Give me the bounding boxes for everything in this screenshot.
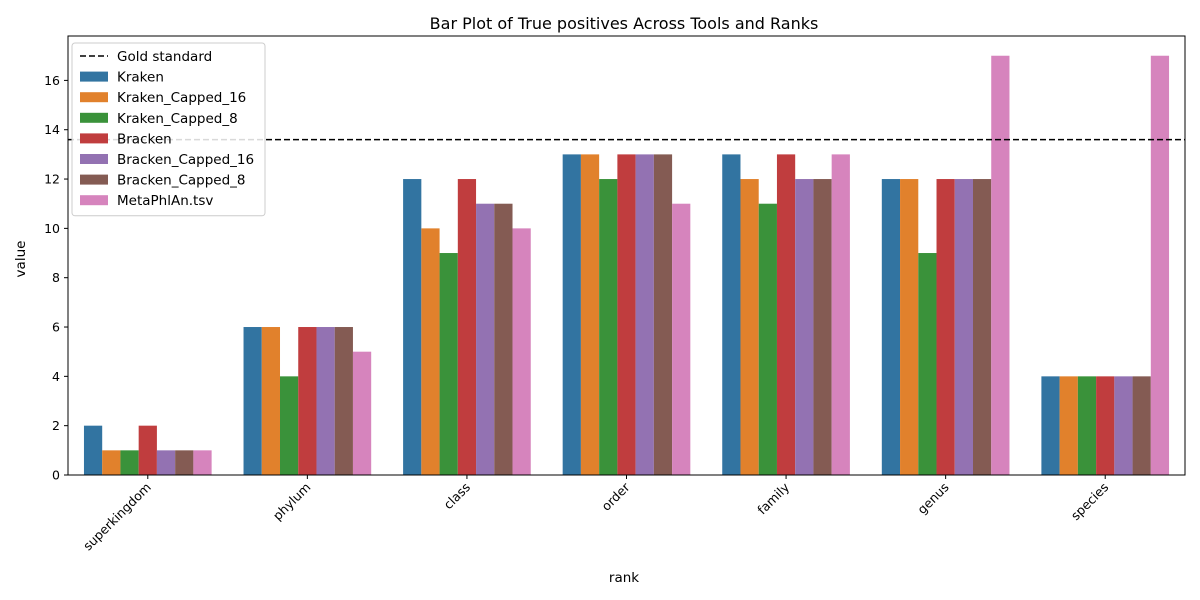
legend-label: Kraken_Capped_8 xyxy=(117,111,238,127)
bar xyxy=(1041,376,1060,475)
bar xyxy=(831,154,850,475)
bar xyxy=(1059,376,1078,475)
bar xyxy=(672,203,691,475)
bar xyxy=(617,154,636,475)
x-tick-label: order xyxy=(598,479,633,514)
legend-swatch xyxy=(80,154,108,164)
bar xyxy=(740,179,759,476)
legend-label: Kraken_Capped_16 xyxy=(117,90,246,106)
x-tick-label: class xyxy=(441,480,474,513)
bar xyxy=(653,154,673,475)
bar xyxy=(881,179,901,476)
bar xyxy=(954,179,973,476)
legend-label: Bracken_Capped_8 xyxy=(117,173,246,189)
legend-label: MetaPhlAn.tsv xyxy=(117,193,213,209)
chart-title: Bar Plot of True positives Across Tools … xyxy=(430,14,819,33)
y-tick-label: 8 xyxy=(52,270,60,285)
bar xyxy=(298,327,317,475)
bar xyxy=(776,154,796,475)
x-ticks-group: superkingdom phylum class order family genus s… xyxy=(80,475,1111,553)
bar xyxy=(138,425,157,475)
bar xyxy=(918,253,937,475)
bar xyxy=(102,450,121,475)
bar xyxy=(193,450,212,475)
legend-swatch xyxy=(80,133,108,144)
x-tick-label: genus xyxy=(914,480,951,517)
bar xyxy=(352,351,372,475)
y-tick-label: 0 xyxy=(52,468,60,483)
bar xyxy=(476,203,495,475)
bar xyxy=(316,327,335,475)
legend: Gold standard Kraken Kraken_Capped_16 Krake… xyxy=(71,42,266,217)
y-axis-label: value xyxy=(13,241,29,278)
bar xyxy=(1114,376,1133,475)
bar xyxy=(512,228,531,475)
bar xyxy=(421,228,440,475)
bar xyxy=(936,179,955,476)
bar xyxy=(1077,376,1097,475)
legend-box xyxy=(71,42,266,217)
bar xyxy=(457,179,477,476)
bar xyxy=(83,425,103,475)
y-tick-label: 16 xyxy=(44,73,60,88)
bar xyxy=(562,154,581,475)
bar xyxy=(599,179,618,476)
bar xyxy=(991,55,1010,475)
bar xyxy=(175,450,194,475)
y-tick-label: 4 xyxy=(52,369,60,384)
bars-group xyxy=(83,55,1170,476)
bar xyxy=(635,154,654,475)
x-tick-label: phylum xyxy=(270,480,314,524)
x-tick-label: superkingdom xyxy=(80,480,154,554)
bar xyxy=(156,450,176,475)
y-tick-label: 14 xyxy=(44,122,60,137)
bar xyxy=(813,179,832,476)
bar xyxy=(494,203,513,475)
bar xyxy=(722,154,741,475)
y-tick-label: 6 xyxy=(52,320,60,335)
bar xyxy=(1132,376,1151,475)
y-ticks-group: 0 2 4 6 8 10 12 14 16 xyxy=(44,73,68,483)
bar xyxy=(1096,376,1115,475)
legend-swatch xyxy=(80,71,108,82)
bar xyxy=(758,203,777,475)
legend-swatch xyxy=(80,92,108,103)
x-axis-label: rank xyxy=(609,570,639,586)
bar xyxy=(261,327,281,475)
y-tick-label: 12 xyxy=(44,172,60,187)
bar xyxy=(1150,55,1170,475)
x-tick-label: species xyxy=(1068,480,1112,524)
y-tick-label: 10 xyxy=(44,221,60,236)
bar xyxy=(900,179,919,476)
legend-label: Gold standard xyxy=(117,49,212,65)
legend-swatch xyxy=(80,195,108,206)
legend-label: Kraken xyxy=(117,70,164,86)
bar xyxy=(439,253,458,475)
x-tick-label: family xyxy=(754,479,792,517)
bar xyxy=(280,376,299,475)
y-tick-label: 2 xyxy=(52,418,60,433)
legend-swatch xyxy=(80,112,108,123)
bar xyxy=(243,327,262,475)
bar xyxy=(403,179,422,476)
bar xyxy=(973,179,992,476)
bar xyxy=(795,179,814,476)
legend-swatch xyxy=(80,174,108,185)
bar xyxy=(120,450,139,475)
legend-label: Bracken_Capped_16 xyxy=(117,152,254,168)
bar xyxy=(334,327,353,475)
bar xyxy=(580,154,600,475)
legend-label: Bracken xyxy=(117,131,172,147)
